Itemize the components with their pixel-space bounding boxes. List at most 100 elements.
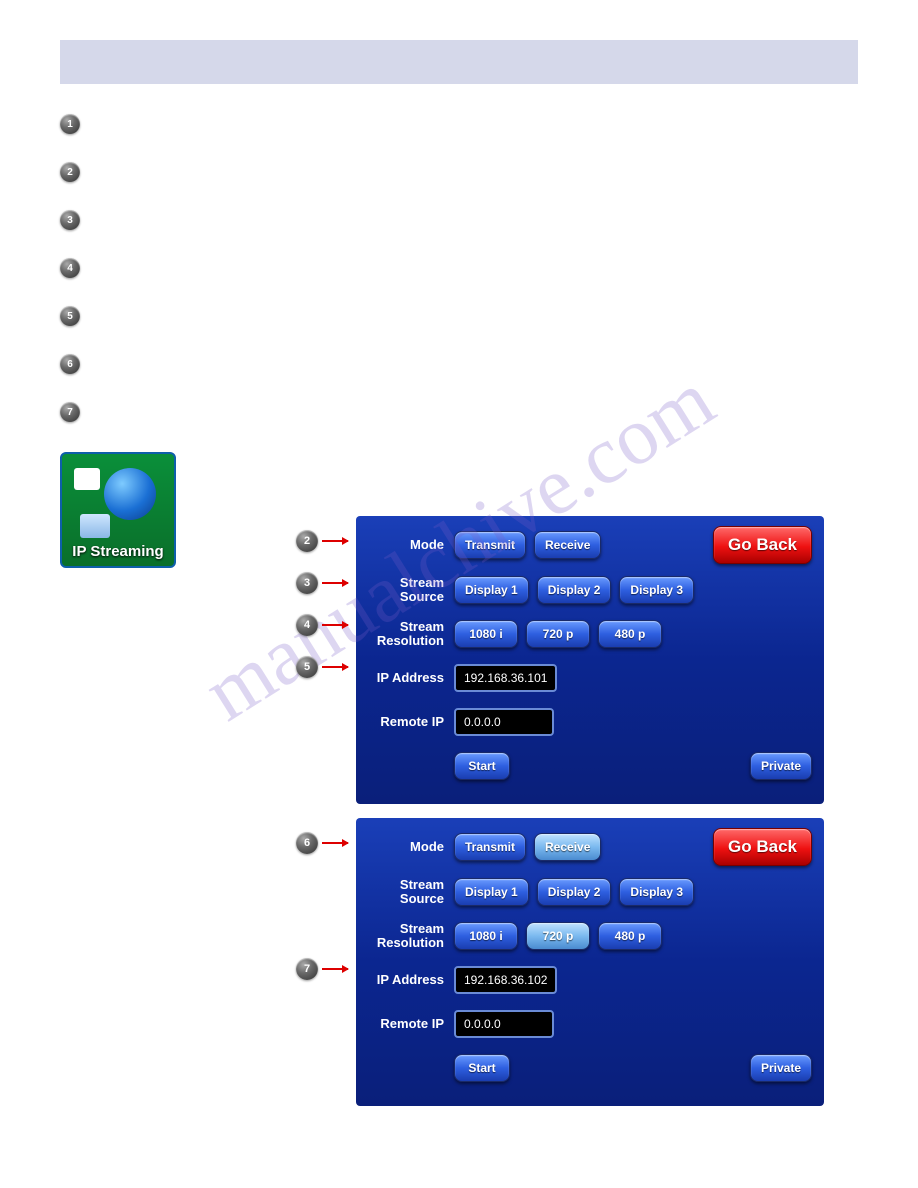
panel-1-markers: 2 3 4 5	[296, 516, 356, 756]
resolution-480p-button[interactable]: 480 p	[598, 620, 662, 648]
resolution-720p-button[interactable]: 720 p	[526, 620, 590, 648]
panel-footer-row: Start Private	[368, 748, 812, 784]
callout-badge-7: 7	[296, 958, 318, 980]
source-display-3-button[interactable]: Display 3	[619, 576, 694, 604]
server-icon	[80, 514, 110, 538]
remote-ip-label: Remote IP	[368, 1017, 454, 1031]
ip-address-row: IP Address192.168.36.101	[368, 660, 812, 696]
ip-address-row: IP Address192.168.36.102	[368, 962, 812, 998]
mode-receive-button[interactable]: Receive	[534, 531, 601, 559]
step-badge-3: 3	[60, 210, 80, 230]
step-row: 6	[60, 354, 858, 374]
source-display-3-button[interactable]: Display 3	[619, 878, 694, 906]
step-row: 1	[60, 114, 858, 134]
callout-marker-5: 5	[296, 656, 348, 678]
header-bar	[60, 40, 858, 84]
step-badge-1: 1	[60, 114, 80, 134]
remote-ip-row: Remote IP0.0.0.0	[368, 1006, 812, 1042]
bottom-area: IP Streaming 2345 ModeTransmitReceiveGo …	[60, 452, 858, 1106]
resolution-buttons: 1080 i 720 p 480 p	[454, 620, 812, 648]
globe-icon	[104, 468, 156, 520]
stream-resolution-label: StreamResolution	[368, 922, 454, 951]
ip-address-field[interactable]: 192.168.36.101	[454, 664, 557, 692]
step-row: 5	[60, 306, 858, 326]
callout-arrow-icon	[322, 540, 348, 542]
ip-address-label: IP Address	[368, 671, 454, 685]
ip-address-field[interactable]: 192.168.36.102	[454, 966, 557, 994]
remote-ip-field[interactable]: 0.0.0.0	[454, 1010, 554, 1038]
callout-marker-2: 2	[296, 530, 348, 552]
step-row: 4	[60, 258, 858, 278]
callout-badge-2: 2	[296, 530, 318, 552]
remote-ip-label: Remote IP	[368, 715, 454, 729]
remote-ip-field[interactable]: 0.0.0.0	[454, 708, 554, 736]
source-display-2-button[interactable]: Display 2	[537, 576, 612, 604]
resolution-buttons: 1080 i 720 p 480 p	[454, 922, 812, 950]
panel-2-wrap: 67 ModeTransmitReceiveGo BackStreamSourc…	[296, 818, 824, 1106]
callout-marker-7: 7	[296, 958, 348, 980]
start-button[interactable]: Start	[454, 752, 510, 780]
mode-transmit-button[interactable]: Transmit	[454, 833, 526, 861]
source-buttons: Display 1 Display 2Display 3	[454, 878, 812, 906]
panel-2-markers: 67	[296, 818, 356, 1058]
callout-badge-4: 4	[296, 614, 318, 636]
source-display-1-button[interactable]: Display 1	[454, 878, 529, 906]
stream-resolution-row: StreamResolution1080 i 720 p 480 p	[368, 616, 812, 652]
go-back-button[interactable]: Go Back	[713, 828, 812, 866]
step-badge-5: 5	[60, 306, 80, 326]
callout-arrow-icon	[322, 842, 348, 844]
mode-receive-button[interactable]: Receive	[534, 833, 601, 861]
callout-arrow-icon	[322, 968, 348, 970]
step-row: 2	[60, 162, 858, 182]
callout-marker-4: 4	[296, 614, 348, 636]
mode-row: ModeTransmit Receive Go Back	[368, 526, 812, 564]
mode-buttons: Transmit Receive	[454, 531, 713, 559]
remote-ip-row: Remote IP0.0.0.0	[368, 704, 812, 740]
ip-address-label: IP Address	[368, 973, 454, 987]
step-badge-2: 2	[60, 162, 80, 182]
resolution-720p-button[interactable]: 720 p	[526, 922, 590, 950]
callout-badge-3: 3	[296, 572, 318, 594]
step-badge-7: 7	[60, 402, 80, 422]
source-display-2-button[interactable]: Display 2	[537, 878, 612, 906]
steps-list: 1 2 3 4 5 6 7	[60, 114, 858, 422]
mode-row: ModeTransmit Receive Go Back	[368, 828, 812, 866]
mode-label: Mode	[368, 840, 454, 854]
mode-buttons: Transmit Receive	[454, 833, 713, 861]
ip-streaming-tile[interactable]: IP Streaming	[60, 452, 176, 1106]
step-badge-4: 4	[60, 258, 80, 278]
mode-label: Mode	[368, 538, 454, 552]
source-buttons: Display 1 Display 2Display 3	[454, 576, 812, 604]
mode-transmit-button[interactable]: Transmit	[454, 531, 526, 559]
source-display-1-button[interactable]: Display 1	[454, 576, 529, 604]
stream-source-label: StreamSource	[368, 878, 454, 907]
go-back-button[interactable]: Go Back	[713, 526, 812, 564]
ip-streaming-panel-transmit: ModeTransmitReceiveGo BackStreamSourceDi…	[356, 516, 824, 804]
private-button[interactable]: Private	[750, 752, 812, 780]
panel-1-wrap: 2 3 4 5 ModeTransmit Receive Go Back StreamSou…	[296, 516, 824, 804]
ip-streaming-label: IP Streaming	[72, 543, 163, 560]
step-row: 7	[60, 402, 858, 422]
callout-arrow-icon	[322, 582, 348, 584]
stream-resolution-label: StreamResolution	[368, 620, 454, 649]
ethernet-port-icon	[74, 468, 100, 490]
resolution-1080i-button[interactable]: 1080 i	[454, 922, 518, 950]
panel-footer-row: Start Private	[368, 1050, 812, 1086]
step-row: 3	[60, 210, 858, 230]
panels-column: 2345 ModeTransmitReceiveGo BackStreamSou…	[296, 516, 824, 1106]
stream-source-row: StreamSourceDisplay 1 Display 2Display 3	[368, 874, 812, 910]
start-button[interactable]: Start	[454, 1054, 510, 1082]
callout-marker-6: 6	[296, 832, 348, 854]
stream-source-row: StreamSourceDisplay 1 Display 2Display 3	[368, 572, 812, 608]
callout-badge-5: 5	[296, 656, 318, 678]
callout-marker-3: 3	[296, 572, 348, 594]
stream-resolution-row: StreamResolution1080 i 720 p 480 p	[368, 918, 812, 954]
callout-badge-6: 6	[296, 832, 318, 854]
resolution-1080i-button[interactable]: 1080 i	[454, 620, 518, 648]
resolution-480p-button[interactable]: 480 p	[598, 922, 662, 950]
step-badge-6: 6	[60, 354, 80, 374]
ip-streaming-panel-receive: ModeTransmitReceiveGo BackStreamSourceDi…	[356, 818, 824, 1106]
stream-source-label: StreamSource	[368, 576, 454, 605]
private-button[interactable]: Private	[750, 1054, 812, 1082]
callout-arrow-icon	[322, 624, 348, 626]
